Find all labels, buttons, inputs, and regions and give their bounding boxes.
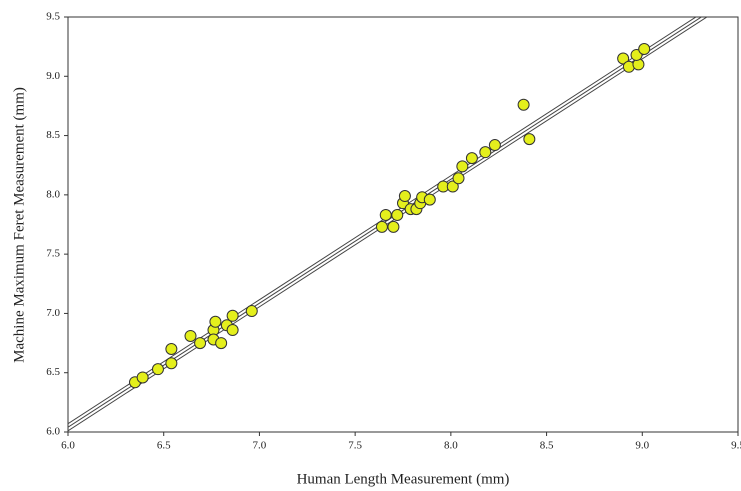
point	[523, 133, 536, 146]
point	[184, 329, 197, 342]
point	[446, 180, 459, 193]
y-tick-label: 9.5	[46, 11, 60, 23]
point	[465, 152, 478, 165]
x-tick-label: 8.5	[540, 440, 554, 452]
point	[456, 160, 469, 173]
x-tick-label: 9.5	[731, 440, 741, 452]
x-axis-label: Human Length Measurement (mm)	[297, 471, 510, 487]
y-tick-label: 7.5	[46, 248, 60, 260]
point	[479, 146, 492, 159]
point	[517, 98, 530, 111]
point	[398, 190, 411, 203]
y-tick-label: 8.0	[46, 188, 60, 200]
point	[452, 172, 465, 185]
point	[638, 43, 651, 56]
point	[617, 52, 630, 65]
point	[136, 371, 149, 384]
plot-frame	[67, 16, 739, 433]
point	[226, 324, 239, 337]
x-tick-label: 8.0	[444, 440, 458, 452]
point	[151, 363, 164, 376]
point	[387, 220, 400, 233]
point	[423, 193, 436, 206]
x-tick-label: 9.0	[635, 440, 649, 452]
x-tick-label: 7.0	[253, 440, 267, 452]
x-tick-label: 7.5	[348, 440, 362, 452]
y-tick-label: 9.0	[46, 70, 60, 82]
y-tick-label: 6.5	[46, 366, 60, 378]
point	[391, 209, 404, 222]
point	[245, 305, 258, 318]
point	[488, 139, 501, 152]
point	[194, 337, 207, 350]
y-tick-label: 7.0	[46, 307, 60, 319]
point	[209, 315, 222, 328]
y-axis-label: Machine Maximum Feret Measurement (mm)	[11, 87, 27, 363]
x-tick-label: 6.0	[61, 440, 75, 452]
point	[165, 343, 178, 355]
point	[215, 337, 228, 350]
x-tick-label: 6.5	[157, 440, 171, 452]
point	[375, 220, 388, 233]
point	[379, 209, 392, 222]
y-tick-label: 6.0	[46, 426, 60, 438]
point	[165, 357, 178, 370]
point	[226, 309, 239, 322]
y-tick-label: 8.5	[46, 129, 60, 141]
